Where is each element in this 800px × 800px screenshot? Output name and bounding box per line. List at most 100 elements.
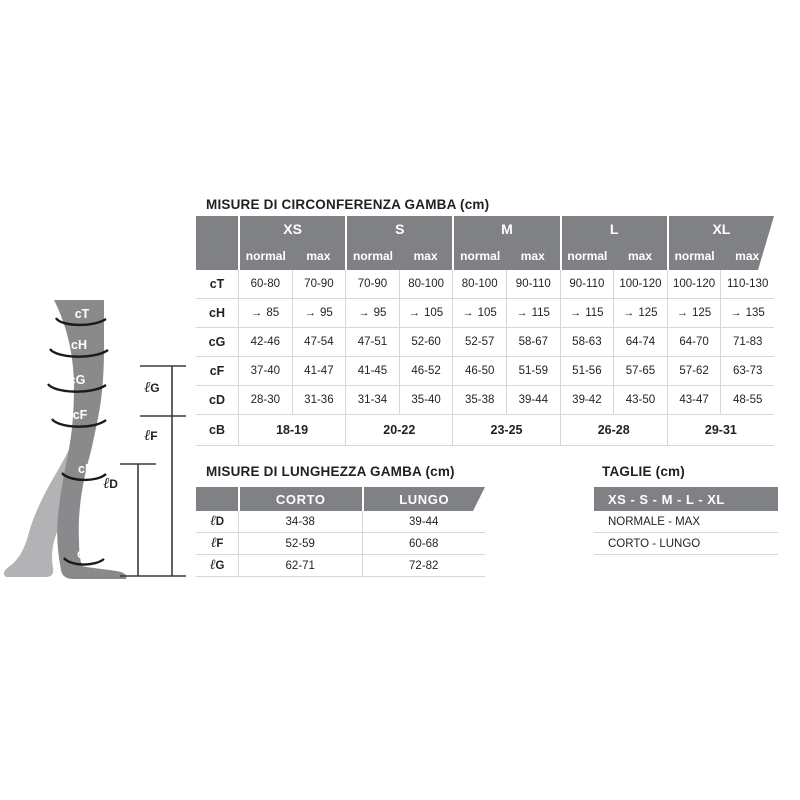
cell-cH-3: → 105: [398, 299, 453, 328]
size-header-xs: XS: [238, 216, 345, 242]
band-cD: [61, 472, 107, 482]
scale-label-lG: ℓG: [144, 378, 160, 396]
band-label-cD: cD: [78, 462, 94, 476]
cell-cF-3: 46-52: [398, 357, 453, 386]
row-label-cB: cB: [196, 415, 238, 446]
cell-cB-2: 23-25: [452, 415, 560, 446]
sizes-row-1: CORTO - LUNGO: [594, 533, 778, 555]
length-scale-labels: ℓG ℓF ℓD: [103, 378, 160, 492]
subheader-xs-normal: normal: [238, 242, 292, 270]
sizes-table-body: NORMALE - MAX CORTO - LUNGO: [594, 511, 778, 555]
sizes-table: XS - S - M - L - XL NORMALE - MAX CORTO -…: [594, 487, 778, 555]
cell-cG-5: 58-67: [505, 328, 560, 357]
arrow-icon: →: [251, 307, 263, 319]
cell-cF-9: 63-73: [720, 357, 774, 386]
cell-cF-2: 41-45: [345, 357, 399, 386]
band-label-cF: cF: [73, 408, 88, 422]
cell-cF-4: 46-50: [452, 357, 506, 386]
length-header-lungo: LUNGO: [361, 487, 486, 511]
length-table-header: CORTO LUNGO: [196, 487, 485, 511]
subheader-s-max: max: [413, 249, 438, 263]
cell-cF-5: 51-59: [505, 357, 560, 386]
cell-cH-9: → 135: [720, 299, 774, 328]
cell-cT-8: 100-120: [666, 270, 721, 299]
cell-cH-7: → 125: [613, 299, 667, 328]
row-label-cH: cH: [196, 299, 238, 328]
cell-cG-6: 58-63: [559, 328, 614, 357]
arrow-icon: →: [730, 307, 742, 319]
cell-lF-0: 52-59: [238, 533, 362, 555]
band-cG: [47, 383, 107, 393]
band-cH: [49, 348, 109, 358]
arrow-icon: →: [570, 307, 582, 319]
cell-cG-3: 52-60: [398, 328, 453, 357]
size-header-xl: XL: [666, 216, 774, 242]
band-label-cG: cG: [69, 373, 86, 387]
cell-cD-0: 28-30: [238, 386, 292, 415]
cell-lG-0: 62-71: [238, 555, 362, 577]
cell-cH-2: → 95: [345, 299, 399, 328]
arrow-icon: →: [409, 307, 420, 319]
cell-cH-6: → 115: [559, 299, 614, 328]
arrow-icon: →: [304, 307, 316, 319]
band-label-cT: cT: [75, 307, 90, 321]
cell-lD-0: 34-38: [238, 511, 362, 533]
circumference-table-title: MISURE DI CIRCONFERENZA GAMBA (cm): [206, 197, 490, 212]
cell-cT-0: 60-80: [238, 270, 292, 299]
scale-label-lD: ℓD: [103, 474, 118, 492]
cell-cG-0: 42-46: [238, 328, 292, 357]
arrow-icon: →: [516, 307, 528, 319]
cell-cF-7: 57-65: [613, 357, 667, 386]
cell-cH-1: → 95: [291, 299, 346, 328]
cell-cF-8: 57-62: [666, 357, 721, 386]
cell-cG-2: 47-51: [345, 328, 399, 357]
arrow-icon: →: [677, 307, 688, 319]
subheader-xs-max: max: [306, 249, 331, 263]
cell-cG-8: 64-70: [666, 328, 721, 357]
subheader-l-max: max: [627, 249, 652, 263]
header-grid: XS S M L XL normal max normal max normal max normal…: [196, 216, 774, 270]
cell-cT-4: 80-100: [452, 270, 506, 299]
cell-cH-5: → 115: [505, 299, 560, 328]
size-header-l: L: [559, 216, 667, 242]
cell-cF-6: 51-56: [559, 357, 614, 386]
cell-lG-1: 72-82: [361, 555, 485, 577]
sizes-table-header: XS - S - M - L - XL: [594, 487, 778, 511]
size-header-m: M: [452, 216, 559, 242]
band-cT: [54, 317, 107, 327]
leg-diagram: cT cH cG cF cD cB ℓG ℓF ℓD: [0, 288, 195, 603]
header-corner-spacer: [196, 216, 238, 270]
circumference-bands: [47, 317, 109, 566]
band-cF: [51, 418, 107, 428]
cell-lF-1: 60-68: [361, 533, 485, 555]
cell-cH-4: → 105: [452, 299, 506, 328]
cell-cH-0: → 85: [238, 299, 292, 328]
subheader-l-normal: normal: [559, 242, 614, 270]
sizes-row-0: NORMALE - MAX: [594, 511, 778, 533]
cell-cB-1: 20-22: [345, 415, 453, 446]
subheader-xl-max: max: [735, 249, 760, 263]
subheader-xl-normal: normal: [666, 242, 721, 270]
length-table: CORTO LUNGO ℓ D 34-38 39-44 ℓ F 52-59 60-68 ℓ G 62-…: [196, 487, 485, 577]
cell-cG-1: 47-54: [291, 328, 346, 357]
length-table-body: ℓ D 34-38 39-44 ℓ F 52-59 60-68 ℓ G 62-71 72-82: [196, 511, 485, 577]
cell-lD-1: 39-44: [361, 511, 485, 533]
scale-label-lF: ℓF: [144, 426, 158, 444]
cell-cD-9: 48-55: [720, 386, 774, 415]
cell-cD-8: 43-47: [666, 386, 721, 415]
leg-front-silhouette: [54, 300, 127, 579]
header-background: [196, 487, 485, 511]
band-labels: cT cH cG cF cD cB: [69, 307, 94, 561]
band-cB: [63, 557, 105, 566]
cell-cF-0: 37-40: [238, 357, 292, 386]
band-label-cH: cH: [71, 338, 87, 352]
cell-cD-1: 31-36: [291, 386, 346, 415]
sizes-table-title: TAGLIE (cm): [602, 464, 685, 479]
size-header-s: S: [345, 216, 452, 242]
cell-cT-2: 70-90: [345, 270, 399, 299]
row-label-cD: cD: [196, 386, 238, 415]
header-background: [196, 216, 774, 270]
length-table-title: MISURE DI LUNGHEZZA GAMBA (cm): [206, 464, 455, 479]
